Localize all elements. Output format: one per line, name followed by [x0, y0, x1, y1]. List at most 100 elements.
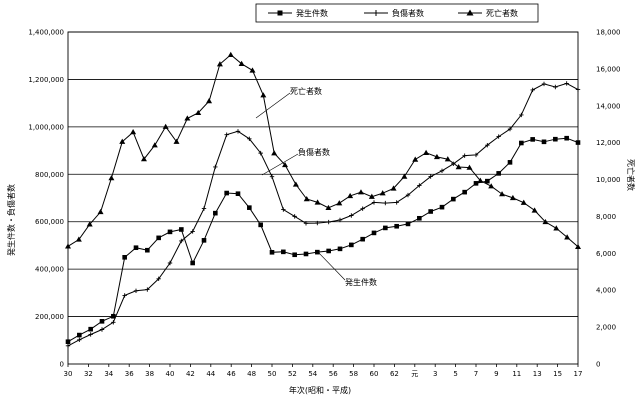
series-line	[67, 137, 579, 343]
square-marker-icon	[277, 10, 283, 16]
data-point	[488, 183, 495, 189]
data-point	[455, 164, 462, 170]
data-point	[213, 210, 218, 216]
data-point	[499, 191, 506, 197]
data-point	[88, 326, 93, 332]
y-right-tick-label: 2,000	[596, 324, 616, 332]
data-point	[224, 132, 229, 137]
data-point	[485, 142, 490, 148]
data-point	[133, 245, 139, 251]
y-left-tick-label: 600,000	[35, 218, 64, 226]
data-point	[507, 160, 513, 165]
data-point	[401, 173, 408, 179]
y-left-tick-label: 1,400,000	[28, 29, 64, 37]
data-point	[162, 123, 169, 129]
data-point	[133, 288, 139, 293]
data-point	[326, 219, 331, 225]
data-point	[315, 249, 320, 255]
data-point	[122, 255, 127, 260]
data-point	[507, 126, 513, 132]
data-point	[439, 204, 445, 210]
data-point	[65, 243, 71, 249]
data-point	[423, 149, 430, 155]
x-tick-label: 17	[574, 370, 583, 378]
data-point	[260, 92, 267, 98]
data-point	[179, 238, 184, 244]
series-triangle	[65, 51, 581, 250]
data-point	[347, 192, 354, 199]
grid-lines	[68, 31, 578, 317]
x-tick-label: 62	[390, 370, 399, 378]
data-point	[379, 190, 386, 196]
data-point	[235, 191, 241, 197]
data-point	[520, 199, 527, 205]
legend-item-accidents: 発生件数	[268, 8, 328, 18]
data-point	[466, 164, 473, 170]
y-right-tick-label: 6,000	[596, 250, 616, 258]
series-square	[65, 135, 581, 345]
x-axis-title: 年次(昭和・平成)	[289, 385, 351, 395]
data-point	[564, 135, 569, 141]
data-point	[349, 242, 354, 248]
data-point	[247, 205, 252, 210]
data-point	[249, 67, 256, 73]
x-tick-label: 44	[206, 370, 215, 378]
x-tick-label: 60	[370, 370, 379, 378]
data-point	[394, 223, 399, 229]
data-point	[368, 193, 375, 199]
legend-item-injured: 負傷者数	[364, 8, 424, 18]
data-point	[553, 225, 560, 231]
data-point	[292, 252, 297, 258]
data-point	[541, 139, 547, 145]
x-tick-label: 56	[329, 370, 338, 378]
data-point	[530, 87, 535, 93]
y-right-tick-label: 18,000	[596, 29, 621, 37]
x-tick-label: 13	[533, 370, 542, 378]
data-point	[271, 150, 278, 156]
data-point	[519, 140, 524, 146]
data-point	[531, 207, 538, 213]
legend-label-accidents: 発生件数	[296, 8, 328, 18]
data-point	[111, 313, 116, 319]
data-point	[99, 327, 105, 332]
data-point	[444, 156, 451, 162]
data-point	[519, 112, 524, 118]
y-left-tick-label: 800,000	[35, 171, 64, 179]
y-right-tick-label: 10,000	[596, 176, 621, 184]
data-point	[108, 175, 115, 181]
y-right-tick-label: 8,000	[596, 213, 616, 221]
data-point	[357, 189, 364, 195]
y-right-tick-label: 14,000	[596, 102, 621, 110]
x-tick-label: 30	[64, 370, 73, 378]
data-point	[575, 87, 581, 92]
data-point	[337, 246, 343, 252]
x-tick-label: 48	[247, 370, 256, 378]
data-point	[151, 142, 158, 148]
data-point	[190, 260, 195, 266]
data-point	[433, 153, 440, 160]
data-point	[530, 137, 535, 142]
x-tick-label: 50	[268, 370, 277, 378]
x-tick-label: 元	[411, 370, 418, 378]
data-point	[326, 248, 331, 254]
data-point	[428, 174, 433, 179]
x-tick-label: 54	[308, 370, 317, 378]
data-point	[417, 183, 422, 188]
x-tick-label: 34	[104, 370, 113, 378]
data-point	[258, 150, 263, 156]
data-point	[575, 140, 581, 145]
x-tick-label: 5	[453, 370, 457, 378]
data-point	[65, 339, 71, 345]
data-point	[462, 153, 467, 158]
x-tick-label: 32	[84, 370, 93, 378]
data-point	[201, 206, 207, 211]
data-point	[173, 138, 180, 144]
data-point	[292, 214, 297, 219]
data-point	[269, 249, 275, 255]
data-point	[337, 217, 343, 223]
axes: 0 200,000 400,000 600,000 800,000 1,000,000 1,…	[28, 29, 620, 379]
x-tick-label: 11	[512, 370, 521, 378]
data-point	[496, 171, 501, 176]
annotation-deaths-label: 死亡者数	[290, 86, 322, 96]
data-point	[485, 178, 490, 184]
